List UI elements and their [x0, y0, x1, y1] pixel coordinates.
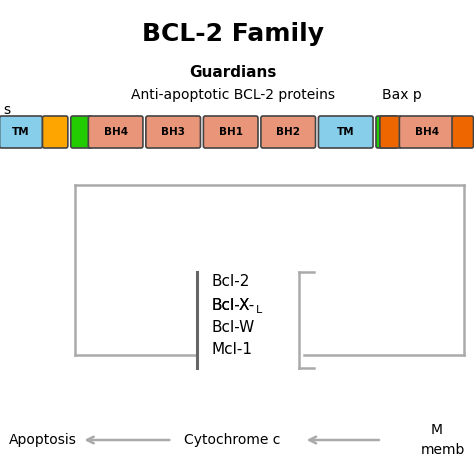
- Text: Bcl-X-: Bcl-X-: [211, 298, 255, 312]
- FancyBboxPatch shape: [0, 116, 43, 148]
- Text: TM: TM: [337, 127, 355, 137]
- Text: BCL-2 Family: BCL-2 Family: [142, 22, 324, 46]
- FancyBboxPatch shape: [203, 116, 258, 148]
- FancyBboxPatch shape: [319, 116, 373, 148]
- Text: Bcl-X: Bcl-X: [211, 298, 250, 312]
- FancyBboxPatch shape: [88, 116, 143, 148]
- Text: M: M: [430, 423, 443, 437]
- FancyBboxPatch shape: [380, 116, 401, 148]
- FancyBboxPatch shape: [400, 116, 454, 148]
- FancyBboxPatch shape: [146, 116, 201, 148]
- Text: TM: TM: [12, 127, 30, 137]
- Text: Guardians: Guardians: [189, 65, 276, 80]
- Text: BH3: BH3: [161, 127, 185, 137]
- Text: Bcl-2: Bcl-2: [211, 274, 250, 290]
- FancyBboxPatch shape: [43, 116, 68, 148]
- Text: Cytochrome c: Cytochrome c: [184, 433, 281, 447]
- Text: BH1: BH1: [219, 127, 243, 137]
- Text: s: s: [3, 103, 10, 117]
- FancyBboxPatch shape: [71, 116, 92, 148]
- Text: BH2: BH2: [276, 127, 300, 137]
- Text: BH4: BH4: [415, 127, 439, 137]
- Text: Anti-apoptotic BCL-2 proteins: Anti-apoptotic BCL-2 proteins: [131, 88, 335, 102]
- FancyBboxPatch shape: [261, 116, 316, 148]
- Text: Apoptosis: Apoptosis: [9, 433, 77, 447]
- FancyBboxPatch shape: [376, 116, 397, 148]
- Text: Bax p: Bax p: [382, 88, 421, 102]
- Text: BH4: BH4: [103, 127, 128, 137]
- Text: Bcl-W: Bcl-W: [211, 320, 255, 336]
- Text: memb: memb: [421, 443, 465, 457]
- Text: Mcl-1: Mcl-1: [211, 343, 252, 357]
- FancyBboxPatch shape: [452, 116, 474, 148]
- Text: L: L: [256, 305, 262, 315]
